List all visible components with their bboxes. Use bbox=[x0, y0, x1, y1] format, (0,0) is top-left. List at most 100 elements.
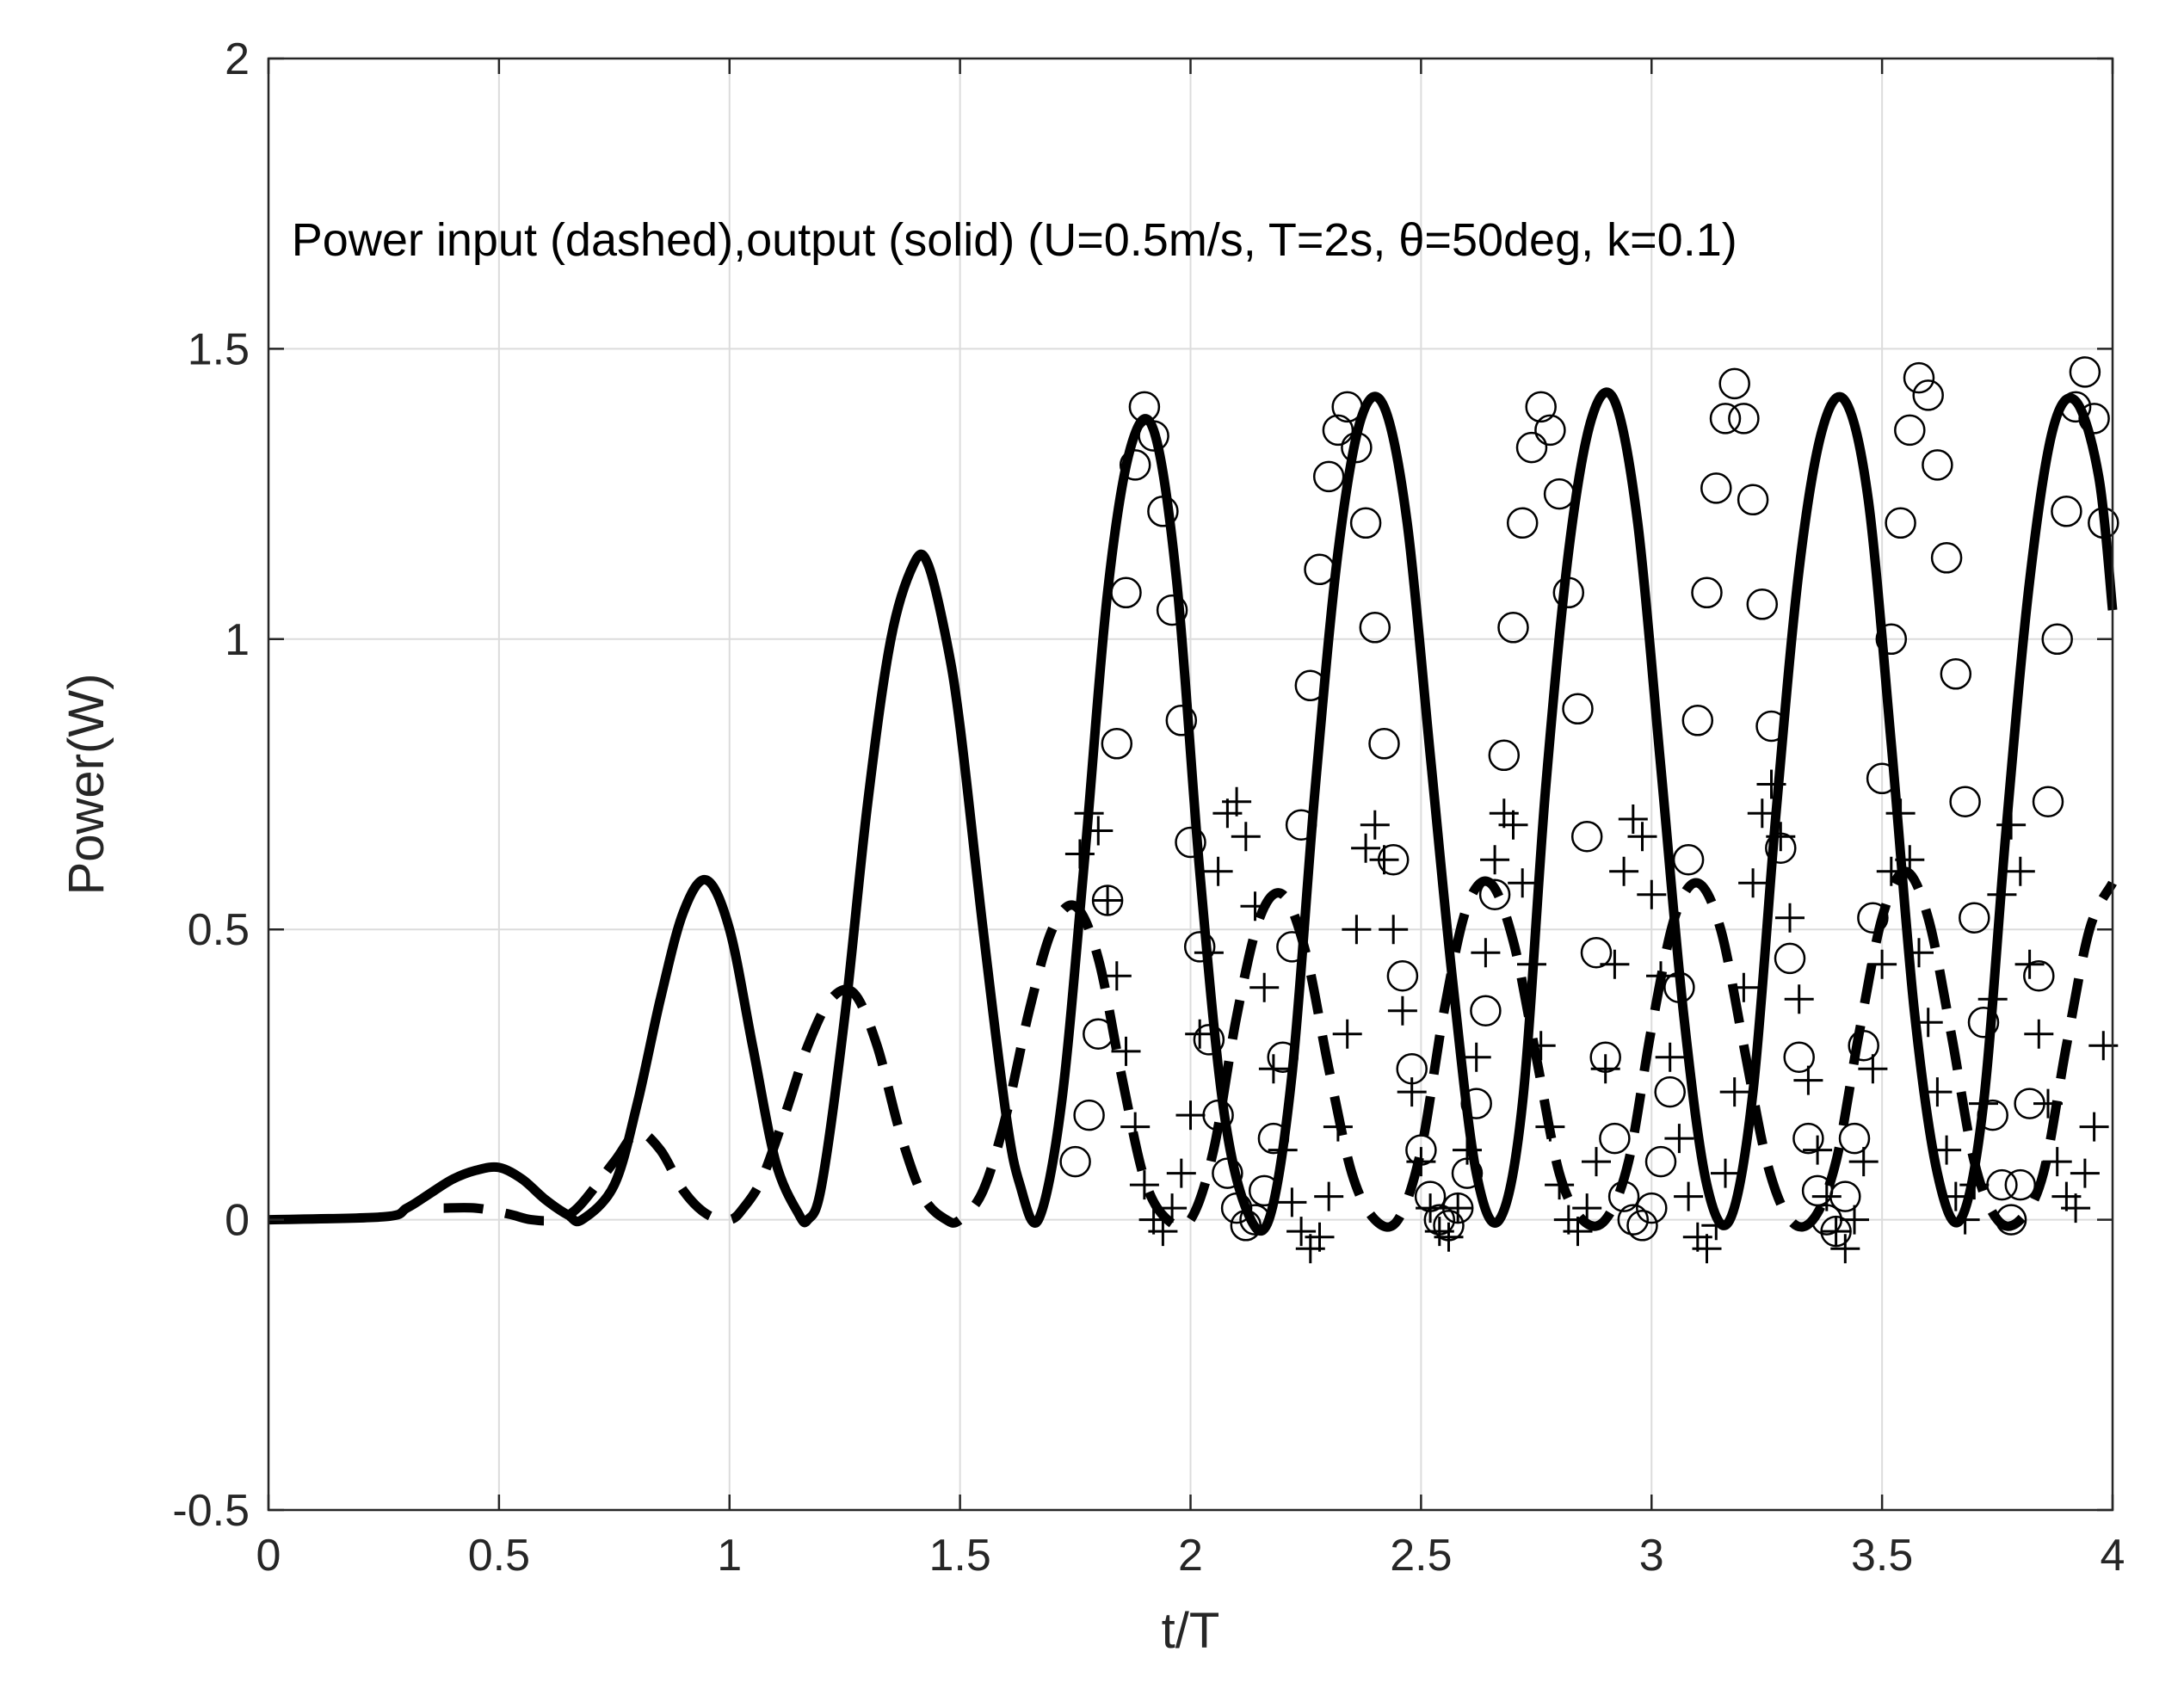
plus-marker bbox=[1766, 822, 1796, 852]
plus-marker bbox=[1397, 1077, 1427, 1107]
circle-marker bbox=[1073, 1099, 1105, 1131]
plus-marker bbox=[1379, 915, 1409, 945]
circle-marker bbox=[1922, 449, 1953, 481]
plus-marker bbox=[1793, 1065, 1823, 1095]
x-tick-label: 1.5 bbox=[929, 1531, 990, 1581]
x-tick-label: 1 bbox=[717, 1531, 742, 1581]
plus-marker bbox=[1406, 1147, 1436, 1177]
circle-marker bbox=[1691, 576, 1723, 609]
plus-marker bbox=[1240, 891, 1270, 921]
plus-marker bbox=[1664, 1124, 1694, 1154]
plus-marker bbox=[1913, 1008, 1943, 1038]
plus-marker bbox=[1093, 885, 1123, 915]
circle-marker bbox=[1147, 496, 1179, 527]
plus-marker bbox=[2014, 949, 2045, 979]
plus-marker bbox=[1526, 1031, 1556, 1061]
circle-marker bbox=[1977, 1099, 2008, 1131]
circle-marker bbox=[1368, 728, 1400, 760]
plus-marker bbox=[1545, 1170, 1575, 1200]
plus-marker bbox=[1821, 1217, 1851, 1247]
plus-marker bbox=[1747, 798, 1777, 829]
plus-marker bbox=[1480, 845, 1510, 875]
circle-marker bbox=[1294, 669, 1327, 702]
circle-marker bbox=[1230, 1210, 1262, 1242]
circle-marker bbox=[1792, 1122, 1824, 1155]
circle-marker bbox=[1644, 1145, 1677, 1178]
circle-marker bbox=[1672, 843, 1705, 876]
plus-marker bbox=[1277, 1187, 1307, 1217]
y-tick-label: 0 bbox=[225, 1196, 250, 1246]
plus-marker bbox=[1268, 1135, 1298, 1165]
plus-marker bbox=[1940, 1181, 1971, 1211]
circle-marker bbox=[1866, 762, 1898, 795]
circle-marker bbox=[2023, 959, 2055, 992]
series-group bbox=[268, 356, 2119, 1264]
plus-marker bbox=[1120, 1112, 1151, 1142]
circle-marker bbox=[1737, 484, 1769, 516]
plus-marker bbox=[2079, 1112, 2109, 1142]
plus-marker bbox=[1729, 972, 1759, 1002]
circle-marker bbox=[1257, 1122, 1290, 1155]
circle-marker bbox=[1607, 1180, 1640, 1212]
plus-marker bbox=[1811, 1181, 1842, 1211]
plus-marker bbox=[1194, 938, 1224, 968]
plus-marker bbox=[1471, 938, 1501, 968]
circle-marker bbox=[1276, 931, 1308, 963]
circle-marker bbox=[1248, 1174, 1280, 1207]
plus-marker bbox=[1360, 810, 1390, 840]
y-tick-label: -0.5 bbox=[172, 1486, 250, 1536]
plus-marker bbox=[1618, 804, 1648, 834]
plus-marker bbox=[1674, 1181, 1704, 1211]
circle-marker bbox=[1857, 902, 1889, 934]
circle-marker bbox=[1322, 414, 1354, 447]
plus-marker bbox=[1848, 1147, 1879, 1177]
circle-marker bbox=[1570, 820, 1603, 853]
y-tick-label: 1 bbox=[225, 615, 250, 665]
plus-marker bbox=[1756, 769, 1786, 799]
plus-marker bbox=[1977, 984, 2008, 1014]
circle-marker bbox=[1663, 971, 1695, 1003]
plus-marker bbox=[1101, 961, 1132, 991]
plus-marker bbox=[1185, 1019, 1215, 1049]
plus-marker bbox=[1231, 822, 1261, 852]
circle-marker bbox=[1626, 1210, 1658, 1242]
plus-marker bbox=[2033, 1088, 2063, 1119]
plus-marker bbox=[1443, 1193, 1473, 1223]
circle-marker bbox=[2032, 786, 2064, 817]
plus-marker bbox=[2061, 1193, 2091, 1223]
plus-marker bbox=[1627, 822, 1657, 852]
plus-marker bbox=[1064, 839, 1095, 869]
plus-marker bbox=[1222, 786, 1252, 817]
plus-marker bbox=[1258, 1054, 1288, 1084]
circle-marker bbox=[1331, 391, 1363, 423]
circle-marker bbox=[1700, 472, 1732, 504]
circle-marker bbox=[1119, 449, 1151, 481]
circle-marker bbox=[1156, 594, 1188, 626]
plus-marker bbox=[1830, 1234, 1860, 1264]
series-line-output bbox=[268, 387, 2118, 1236]
circle-marker bbox=[1110, 576, 1142, 609]
plus-marker bbox=[1600, 949, 1630, 979]
circle-marker bbox=[1083, 1018, 1114, 1050]
plus-marker bbox=[1166, 1158, 1196, 1188]
plus-marker bbox=[1637, 879, 1667, 909]
plus-marker bbox=[1876, 856, 1906, 886]
circle-marker bbox=[1940, 658, 1972, 690]
plus-marker bbox=[1129, 1170, 1159, 1200]
circle-marker bbox=[1506, 507, 1539, 539]
plus-marker bbox=[1719, 1077, 1749, 1107]
plus-marker bbox=[1701, 1211, 1731, 1241]
circle-marker bbox=[1718, 367, 1750, 400]
plus-marker bbox=[1387, 995, 1417, 1026]
circle-marker bbox=[1774, 942, 1806, 975]
x-tick-label: 2.5 bbox=[1390, 1531, 1452, 1581]
circle-marker bbox=[1617, 1204, 1650, 1236]
x-tick-label: 4 bbox=[2101, 1531, 2125, 1581]
plus-marker bbox=[1572, 1193, 1602, 1223]
circle-marker bbox=[1654, 1076, 1686, 1108]
plus-marker bbox=[1885, 798, 1916, 829]
plus-marker bbox=[1784, 984, 1814, 1014]
circle-marker bbox=[1220, 1192, 1253, 1224]
plus-marker bbox=[1342, 915, 1372, 945]
